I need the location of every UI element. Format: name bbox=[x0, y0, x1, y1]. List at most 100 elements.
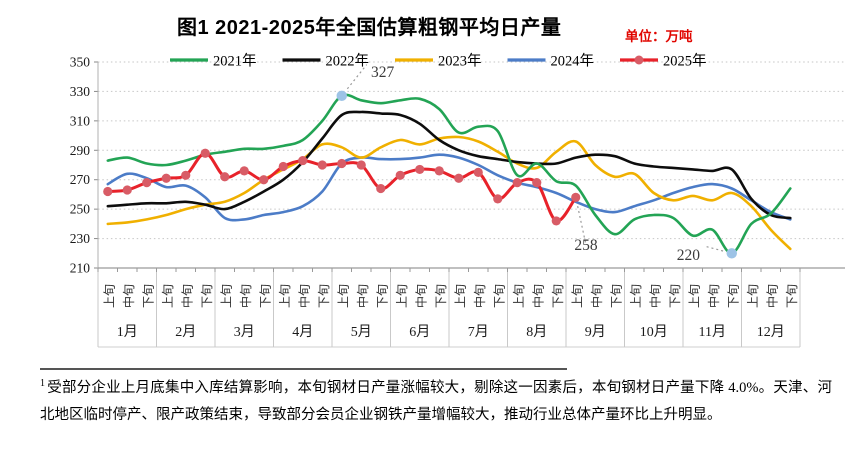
period-label-12月下旬: 下旬 bbox=[785, 284, 799, 308]
y-axis-label-330: 330 bbox=[70, 84, 91, 99]
period-label-9月上旬: 上旬 bbox=[570, 284, 584, 308]
y-axis-label-350: 350 bbox=[70, 55, 91, 70]
period-label-8月下旬: 下旬 bbox=[551, 284, 565, 308]
data-point-2025年-2月下旬 bbox=[200, 148, 210, 158]
annotation-leader-258 bbox=[577, 206, 587, 244]
y-axis-label-290: 290 bbox=[70, 143, 91, 158]
period-label-1月下旬: 下旬 bbox=[141, 284, 155, 308]
highlight-marker-327 bbox=[336, 90, 347, 102]
data-point-2025年-3月下旬 bbox=[259, 175, 269, 185]
data-point-2025年-8月中旬 bbox=[532, 178, 542, 188]
data-point-2025年-2月上旬 bbox=[161, 173, 171, 183]
period-label-1月中旬: 中旬 bbox=[121, 284, 136, 308]
month-label-7月: 7月 bbox=[468, 324, 489, 340]
legend-label-2025年: 2025年 bbox=[663, 53, 707, 70]
period-label-2月下旬: 下旬 bbox=[200, 284, 214, 308]
series-line-2021年 bbox=[106, 93, 792, 255]
unit-label: 单位：万吨 bbox=[625, 29, 693, 44]
period-label-8月上旬: 上旬 bbox=[512, 284, 526, 308]
month-label-12月: 12月 bbox=[757, 324, 785, 340]
data-point-2025年-1月上旬 bbox=[103, 186, 113, 197]
period-label-3月上旬: 上旬 bbox=[219, 284, 233, 308]
data-point-2025年-4月中旬 bbox=[298, 155, 308, 166]
legend-marker-2025年 bbox=[634, 55, 644, 65]
period-label-3月下旬: 下旬 bbox=[258, 284, 272, 308]
month-label-2月: 2月 bbox=[175, 324, 196, 340]
period-label-10月下旬: 下旬 bbox=[668, 284, 682, 308]
data-point-2025年-7月下旬 bbox=[493, 194, 503, 204]
period-label-11月下旬: 下旬 bbox=[726, 284, 740, 308]
data-point-2025年-3月中旬 bbox=[239, 166, 249, 176]
period-label-1月上旬: 上旬 bbox=[102, 284, 116, 308]
period-label-4月上旬: 上旬 bbox=[278, 284, 292, 308]
annotation-label-258: 258 bbox=[574, 237, 598, 254]
data-point-2025年-8月上旬 bbox=[512, 178, 522, 188]
period-label-5月中旬: 中旬 bbox=[355, 284, 370, 308]
period-label-10月中旬: 中旬 bbox=[647, 284, 662, 308]
period-label-5月下旬: 下旬 bbox=[375, 284, 389, 308]
period-label-10月上旬: 上旬 bbox=[629, 284, 643, 308]
period-label-7月上旬: 上旬 bbox=[453, 284, 467, 308]
month-label-11月: 11月 bbox=[699, 324, 726, 340]
period-label-9月中旬: 中旬 bbox=[589, 284, 604, 308]
data-point-2025年-9月上旬 bbox=[571, 192, 581, 202]
footnote-mark: 1 bbox=[40, 378, 45, 390]
legend-label-2024年: 2024年 bbox=[551, 53, 595, 70]
period-label-3月中旬: 中旬 bbox=[238, 284, 253, 308]
period-label-6月中旬: 中旬 bbox=[413, 284, 428, 308]
legend-label-2022年: 2022年 bbox=[326, 53, 370, 70]
data-point-2025年-8月下旬 bbox=[551, 216, 561, 226]
month-label-6月: 6月 bbox=[409, 324, 430, 340]
data-point-2025年-4月下旬 bbox=[317, 160, 327, 170]
highlight-marker-220 bbox=[726, 248, 737, 259]
data-point-2025年-6月下旬 bbox=[434, 166, 444, 176]
period-label-12月上旬: 上旬 bbox=[746, 284, 760, 308]
period-label-5月上旬: 上旬 bbox=[336, 284, 350, 308]
period-label-11月上旬: 上旬 bbox=[687, 284, 701, 308]
chart-title: 图1 2021-2025年全国估算粗钢平均日产量 bbox=[177, 17, 562, 39]
y-axis-label-210: 210 bbox=[70, 261, 91, 276]
legend-item-2025年: 2025年 bbox=[620, 53, 707, 70]
legend-label-2023年: 2023年 bbox=[438, 53, 482, 70]
legend-item-2024年: 2024年 bbox=[507, 53, 595, 70]
annotation-leader-327 bbox=[346, 64, 368, 90]
y-axis-label-270: 270 bbox=[70, 172, 91, 187]
y-axis-label-310: 310 bbox=[70, 113, 91, 128]
data-point-2025年-1月下旬 bbox=[142, 178, 152, 188]
period-label-12月中旬: 中旬 bbox=[764, 284, 779, 308]
data-point-2025年-4月上旬 bbox=[278, 161, 288, 172]
period-label-6月上旬: 上旬 bbox=[395, 284, 409, 308]
month-label-5月: 5月 bbox=[351, 324, 372, 340]
period-label-6月下旬: 下旬 bbox=[434, 284, 448, 308]
legend-item-2021年: 2021年 bbox=[170, 53, 257, 70]
annotation-label-327: 327 bbox=[371, 64, 395, 81]
data-point-2025年-5月下旬 bbox=[376, 183, 386, 194]
month-label-3月: 3月 bbox=[234, 324, 255, 340]
data-point-2025年-6月上旬 bbox=[395, 170, 405, 180]
series-line-2022年 bbox=[106, 110, 792, 220]
data-point-2025年-5月中旬 bbox=[356, 160, 366, 170]
data-point-2025年-6月中旬 bbox=[415, 164, 425, 175]
annotation-label-220: 220 bbox=[677, 247, 701, 264]
data-point-2025年-1月中旬 bbox=[122, 185, 132, 195]
period-label-2月上旬: 上旬 bbox=[161, 284, 175, 308]
month-label-10月: 10月 bbox=[640, 324, 668, 340]
y-axis-label-250: 250 bbox=[70, 202, 91, 217]
period-label-7月下旬: 下旬 bbox=[492, 284, 506, 308]
footnote-text: 1 受部分企业上月底集中入库结算影响，本旬钢材日产量涨幅较大，剔除这一因素后，本旬… bbox=[40, 375, 832, 429]
period-label-2月中旬: 中旬 bbox=[179, 284, 194, 308]
period-label-9月下旬: 下旬 bbox=[609, 284, 623, 308]
month-label-4月: 4月 bbox=[292, 324, 313, 340]
footnote-body: 受部分企业上月底集中入库结算影响，本旬钢材日产量涨幅较大，剔除这一因素后，本旬钢… bbox=[40, 380, 832, 423]
data-point-2025年-7月中旬 bbox=[473, 167, 483, 177]
month-label-8月: 8月 bbox=[526, 324, 547, 340]
legend-item-2022年: 2022年 bbox=[282, 53, 370, 70]
period-label-11月中旬: 中旬 bbox=[706, 284, 721, 308]
y-axis-label-230: 230 bbox=[70, 231, 91, 246]
series-line-2024年 bbox=[106, 153, 792, 222]
data-point-2025年-5月上旬 bbox=[337, 158, 347, 169]
footnote-divider bbox=[40, 368, 567, 370]
period-label-7月中旬: 中旬 bbox=[472, 284, 487, 308]
